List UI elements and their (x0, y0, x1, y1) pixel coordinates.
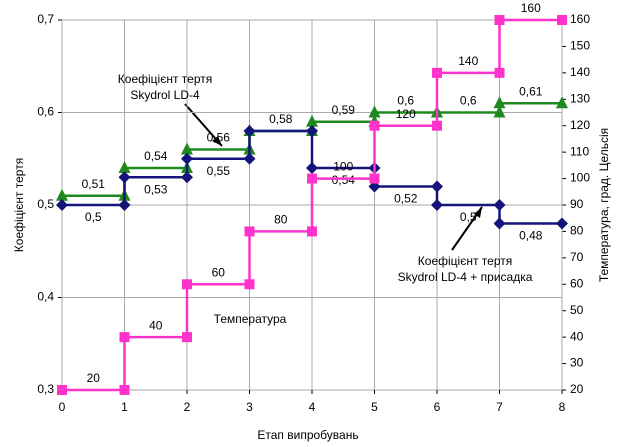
data-label: 140 (458, 54, 478, 68)
marker (432, 67, 442, 78)
annotation: Коефіцієнт тертя (418, 254, 512, 268)
marker (306, 114, 318, 127)
marker (368, 105, 381, 118)
data-label: 160 (521, 1, 541, 15)
marker (244, 226, 255, 237)
data-label: 0,56 (207, 131, 231, 145)
y-tick-label: 0,4 (37, 290, 54, 304)
data-label: 0,52 (394, 192, 418, 206)
y-tick-label: 0,5 (37, 197, 54, 211)
marker (181, 142, 193, 155)
y-tick-label: 0,6 (37, 105, 54, 119)
marker (181, 152, 193, 165)
y2-tick-label: 150 (570, 39, 590, 53)
arrow-head (474, 207, 482, 218)
marker (56, 188, 68, 201)
data-label: 0,53 (144, 182, 168, 196)
data-label: 0,5 (460, 210, 477, 224)
data-label: 20 (87, 371, 101, 385)
data-label: 40 (149, 318, 163, 332)
x-tick-label: 8 (559, 400, 566, 414)
x-tick-label: 1 (121, 400, 128, 414)
x-axis-label: Етап випробувань (257, 428, 358, 442)
x-tick-label: 3 (246, 400, 253, 414)
data-label: 0,48 (519, 229, 543, 243)
marker (369, 120, 380, 131)
y-tick-label: 0,3 (37, 382, 54, 396)
marker (307, 173, 317, 184)
y2-tick-label: 50 (570, 303, 584, 317)
x-tick-label: 0 (59, 400, 66, 414)
y2-tick-label: 160 (570, 12, 590, 26)
data-label: 120 (396, 107, 416, 121)
marker (557, 15, 567, 25)
data-label: 0,51 (82, 177, 106, 191)
y2-tick-label: 60 (570, 276, 584, 290)
annotation: Коефіцієнт тертя (118, 72, 212, 86)
marker (56, 199, 68, 211)
data-label: 0,55 (207, 164, 231, 178)
x-tick-label: 7 (496, 400, 503, 414)
y2-tick-label: 120 (570, 118, 590, 132)
data-label: 60 (212, 265, 226, 279)
data-label: 0,61 (519, 84, 543, 98)
data-label: 0,58 (269, 112, 293, 126)
y2-tick-label: 110 (570, 144, 589, 158)
marker (494, 15, 505, 25)
marker (493, 217, 506, 230)
data-label: 0,6 (460, 94, 477, 108)
x-tick-label: 4 (309, 400, 316, 414)
data-label: 80 (274, 213, 288, 227)
marker (556, 96, 568, 109)
marker (431, 199, 443, 211)
x-tick-label: 2 (184, 400, 191, 414)
data-label: 0,54 (144, 149, 168, 163)
marker (493, 96, 506, 109)
data-label: 0,5 (85, 210, 102, 224)
y2-tick-label: 100 (570, 171, 590, 185)
annotation: Skydrol LD-4 + присадка (398, 270, 533, 284)
y2-tick-label: 140 (570, 65, 590, 79)
marker (306, 162, 318, 174)
data-label: 0,6 (397, 94, 414, 108)
marker (243, 125, 256, 137)
y2-tick-label: 70 (570, 250, 584, 264)
x-tick-label: 5 (371, 400, 378, 414)
y2-tick-label: 80 (570, 224, 584, 238)
y2-tick-label: 40 (570, 329, 584, 343)
marker (182, 279, 192, 290)
marker (119, 332, 130, 343)
annotation: Skydrol LD-4 (130, 88, 200, 102)
annotation: Температура (214, 312, 287, 326)
marker (118, 161, 131, 173)
y-axis-label: Коефіцієнт тертя (12, 158, 26, 252)
y2-tick-label: 30 (570, 356, 584, 370)
y2-tick-label: 130 (570, 91, 590, 105)
marker (556, 217, 568, 230)
marker (118, 171, 131, 184)
x-tick-label: 6 (434, 400, 441, 414)
data-label: 0,59 (332, 103, 356, 117)
y2-tick-label: 90 (570, 197, 584, 211)
marker (432, 120, 442, 131)
data-label: 0,54 (332, 173, 356, 187)
y2-tick-label: 20 (570, 382, 584, 396)
y2-axis-label: Температура, град. Цельсія (597, 128, 611, 282)
marker (57, 385, 67, 395)
data-label: 100 (333, 160, 353, 174)
y-tick-label: 0,7 (37, 12, 54, 26)
arrow-head (212, 136, 222, 146)
